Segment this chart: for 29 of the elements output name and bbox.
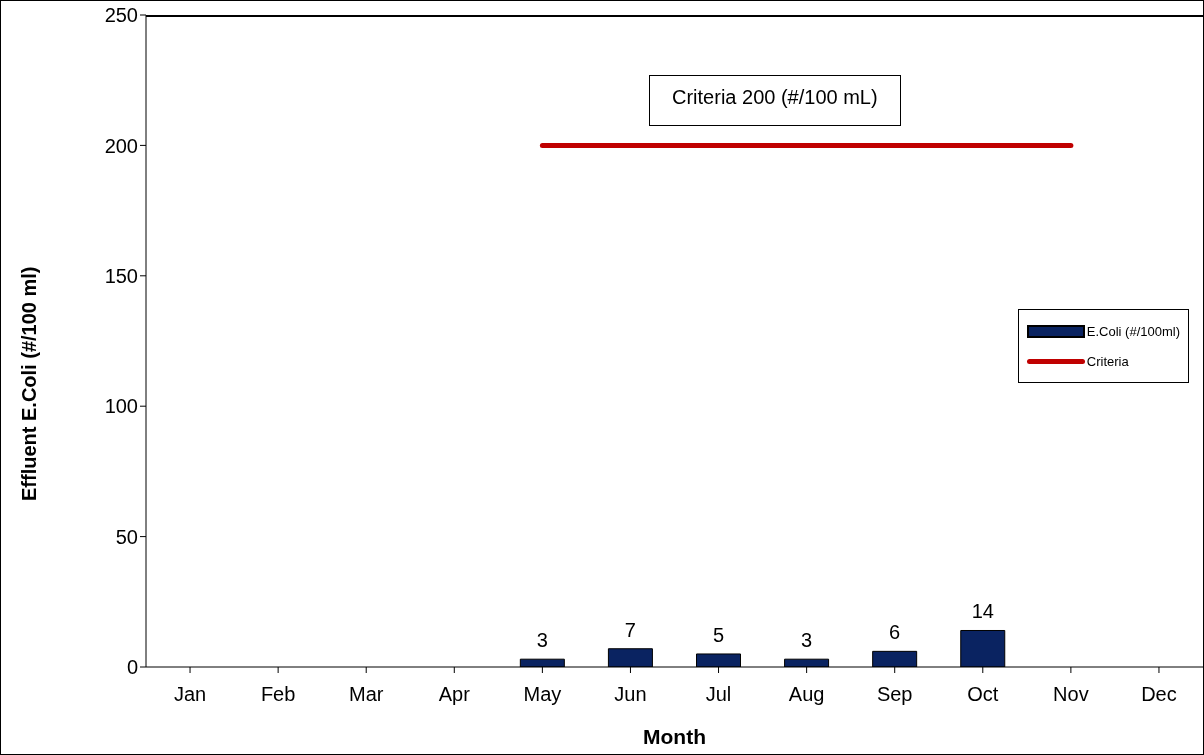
x-axis-title: Month — [643, 725, 706, 748]
legend-label: E.Coli (#/100ml) — [1086, 323, 1180, 339]
y-tick-label: 250 — [104, 4, 138, 27]
y-tick-label: 200 — [104, 134, 138, 157]
data-label: 3 — [536, 629, 548, 652]
x-tick-label: Jan — [173, 683, 207, 706]
x-tick-label: Jul — [705, 683, 732, 706]
x-tick-label: May — [523, 683, 562, 706]
y-tick-label: 50 — [115, 525, 138, 548]
data-label: 7 — [624, 618, 636, 641]
x-tick-label: Nov — [1053, 683, 1089, 706]
x-tick-label: Apr — [438, 683, 471, 706]
x-tick-label: Dec — [1141, 683, 1177, 706]
data-label: 3 — [801, 629, 813, 652]
data-label: 6 — [889, 621, 901, 644]
annotation: Criteria 200 (#/100 mL) — [672, 86, 878, 108]
x-tick-label: Aug — [788, 683, 825, 706]
y-tick-label: 150 — [104, 264, 138, 287]
x-tick-label: Mar — [348, 683, 384, 706]
y-tick-label: 100 — [104, 395, 138, 418]
data-label: 14 — [971, 600, 994, 623]
y-axis-title: Effluent E.Coli (#/100 ml) — [18, 266, 41, 501]
x-tick-label: Oct — [967, 683, 999, 706]
legend-label: Criteria — [1086, 353, 1129, 369]
x-tick-label: Feb — [260, 683, 296, 706]
y-tick-label: 0 — [126, 656, 138, 679]
data-label: 5 — [712, 623, 725, 646]
x-tick-label: Jun — [614, 683, 647, 706]
x-tick-label: Sep — [876, 683, 913, 706]
